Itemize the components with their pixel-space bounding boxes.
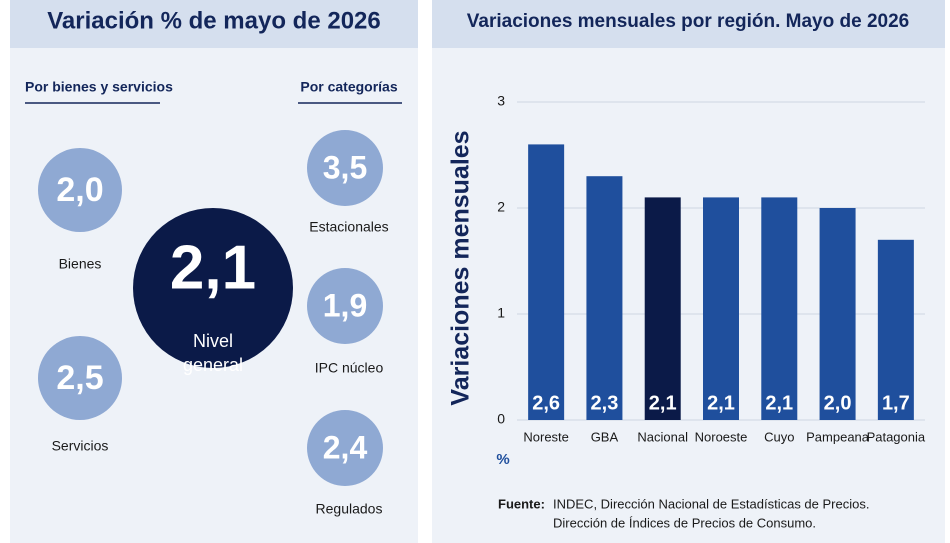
indicator-value: 1,9 bbox=[323, 287, 367, 323]
indicator-circle bbox=[307, 410, 383, 486]
left-title-band bbox=[10, 0, 418, 48]
value-label: 1,7 bbox=[882, 392, 910, 414]
bar bbox=[877, 239, 914, 420]
indicator-value: 2,4 bbox=[323, 429, 368, 465]
bar bbox=[703, 197, 739, 420]
indicator-label: Servicios bbox=[52, 438, 109, 454]
indicator-label: Estacionales bbox=[309, 219, 388, 235]
y-unit: % bbox=[496, 451, 509, 468]
indicator-label: IPC núcleo bbox=[315, 360, 384, 376]
y-axis-label: Variaciones mensuales bbox=[447, 130, 475, 405]
bar bbox=[761, 197, 798, 420]
indicator-circle bbox=[307, 268, 383, 344]
x-tick-label: Cuyo bbox=[764, 429, 794, 444]
indicator-label: Bienes bbox=[59, 256, 102, 272]
value-label: 2,1 bbox=[707, 392, 735, 414]
x-tick-label: GBA bbox=[591, 429, 619, 444]
bar bbox=[819, 208, 856, 420]
section-header: Por bienes y servicios bbox=[25, 79, 173, 95]
y-tick-label: 2 bbox=[497, 199, 505, 215]
value-label: 2,6 bbox=[532, 392, 560, 414]
bar bbox=[528, 144, 565, 420]
general-label: Nivel bbox=[193, 331, 233, 351]
general-value: 2,1 bbox=[170, 233, 256, 302]
indicator-circle bbox=[38, 336, 122, 420]
value-label: 2,3 bbox=[591, 392, 619, 414]
source-label: Fuente: bbox=[498, 496, 545, 511]
value-label: 2,1 bbox=[765, 392, 793, 414]
value-label: 2,0 bbox=[824, 392, 852, 414]
indicator-circle bbox=[307, 130, 383, 206]
y-tick-label: 0 bbox=[497, 411, 505, 427]
general-circle bbox=[133, 208, 293, 368]
bar bbox=[644, 197, 681, 420]
x-tick-label: Noreste bbox=[523, 429, 569, 444]
value-label: 2,1 bbox=[649, 392, 677, 414]
x-tick-label: Nacional bbox=[637, 429, 688, 444]
section-header: Por categorías bbox=[300, 79, 397, 95]
indicator-value: 2,5 bbox=[56, 359, 103, 397]
indicator-value: 2,0 bbox=[56, 171, 103, 209]
source-text: Dirección de Índices de Precios de Consu… bbox=[553, 515, 816, 530]
y-tick-label: 1 bbox=[497, 305, 505, 321]
indicator-value: 3,5 bbox=[323, 149, 367, 185]
indicator-label: Regulados bbox=[316, 501, 383, 517]
left-title: Variación % de mayo de 2026 bbox=[47, 7, 381, 34]
indicator-circle bbox=[38, 148, 122, 232]
right-panel bbox=[432, 0, 945, 543]
source-text: INDEC, Dirección Nacional de Estadística… bbox=[553, 496, 869, 511]
x-tick-label: Patagonia bbox=[867, 429, 926, 444]
right-title-band bbox=[432, 0, 945, 48]
x-tick-label: Pampeana bbox=[806, 429, 870, 444]
y-tick-label: 3 bbox=[497, 93, 505, 109]
general-label: general bbox=[183, 355, 243, 375]
x-tick-label: Noroeste bbox=[695, 429, 748, 444]
chart-title: Variaciones mensuales por región. Mayo d… bbox=[467, 11, 909, 32]
bar bbox=[586, 176, 623, 420]
